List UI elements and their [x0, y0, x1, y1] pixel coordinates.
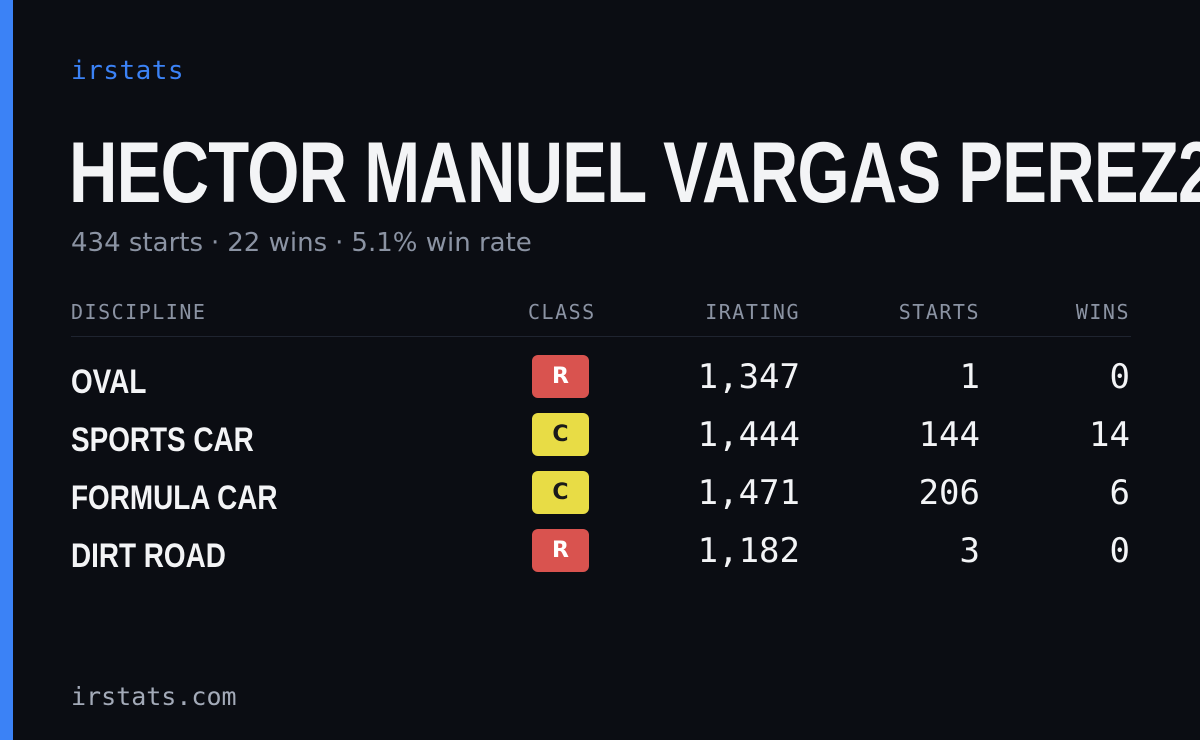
wins-summary: 22 wins [227, 228, 328, 258]
starts-value: 1 [959, 357, 980, 397]
header-discipline: DISCIPLINE [71, 300, 207, 324]
starts-summary: 434 starts [71, 228, 203, 258]
win-rate-summary: 5.1% win rate [351, 228, 532, 258]
irating-value: 1,444 [697, 415, 800, 455]
starts-value: 3 [959, 531, 980, 571]
irating-value: 1,471 [697, 473, 800, 513]
wins-value: 0 [1109, 357, 1130, 397]
class-badge: C [532, 471, 589, 514]
header-class: CLASS [528, 300, 596, 324]
header-irating: IRATING [705, 300, 800, 324]
discipline-name: FORMULA CAR [71, 479, 278, 517]
table-header: DISCIPLINE CLASS IRATING STARTS WINS [71, 296, 1131, 337]
summary-separator: · [211, 228, 220, 258]
wins-value: 6 [1109, 473, 1130, 513]
header-starts: STARTS [898, 300, 980, 324]
class-badge: R [532, 529, 589, 572]
starts-value: 144 [918, 415, 980, 455]
discipline-name: DIRT ROAD [71, 537, 226, 575]
driver-name: HECTOR MANUEL VARGAS PEREZ2 [69, 125, 1200, 221]
footer-url[interactable]: irstats.com [71, 682, 237, 711]
summary-separator: · [335, 228, 344, 258]
driver-summary: 434 starts · 22 wins · 5.1% win rate [71, 228, 532, 258]
table-row: OVAL R 1,347 1 0 [71, 353, 1131, 411]
discipline-name: SPORTS CAR [71, 421, 254, 459]
discipline-name: OVAL [71, 363, 147, 401]
accent-bar [0, 0, 13, 740]
table-row: SPORTS CAR C 1,444 144 14 [71, 411, 1131, 469]
irating-value: 1,347 [697, 357, 800, 397]
table-body: OVAL R 1,347 1 0 SPORTS CAR C 1,444 144 … [71, 353, 1131, 585]
irating-value: 1,182 [697, 531, 800, 571]
discipline-table: DISCIPLINE CLASS IRATING STARTS WINS OVA… [71, 296, 1131, 585]
wins-value: 14 [1089, 415, 1130, 455]
class-badge: R [532, 355, 589, 398]
starts-value: 206 [918, 473, 980, 513]
table-row: FORMULA CAR C 1,471 206 6 [71, 469, 1131, 527]
header-wins: WINS [1075, 300, 1130, 324]
class-badge: C [532, 413, 589, 456]
brand-logo[interactable]: irstats [71, 56, 185, 86]
wins-value: 0 [1109, 531, 1130, 571]
table-row: DIRT ROAD R 1,182 3 0 [71, 527, 1131, 585]
